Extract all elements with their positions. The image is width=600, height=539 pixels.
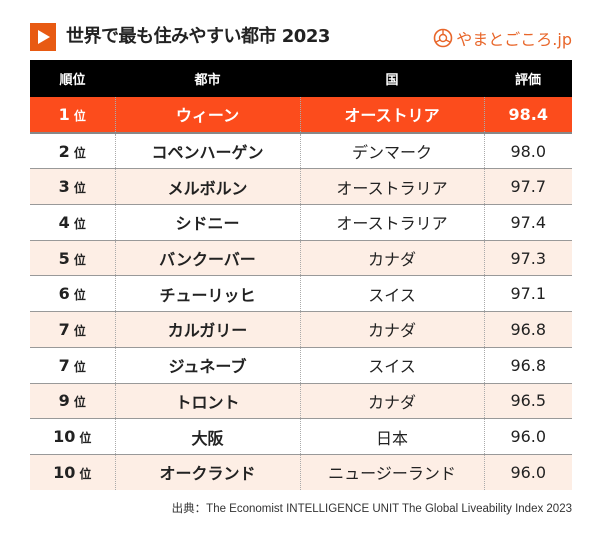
rank-unit: 位 xyxy=(73,181,86,196)
city-cell: バンクーバー xyxy=(114,240,300,277)
score-cell: 97.7 xyxy=(483,168,572,206)
country-cell: オーストラリア xyxy=(299,168,484,206)
table-header: 順位 都市 国 評価 xyxy=(30,60,572,97)
rank-unit: 位 xyxy=(73,108,86,123)
country-cell: カナダ xyxy=(299,311,484,348)
logo-text: やまとごころ.jp xyxy=(456,30,572,49)
rank-number: 10 xyxy=(53,462,76,482)
table-row: 10 位 オークランド ニュージーランド 96.0 xyxy=(30,454,572,490)
play-triangle-icon xyxy=(30,23,56,51)
rank-cell: 10 位 xyxy=(30,454,115,490)
column-header: 評価 xyxy=(484,60,572,97)
logo-icon xyxy=(433,28,453,48)
city-cell: トロント xyxy=(114,383,300,420)
rank-unit: 位 xyxy=(79,431,92,446)
rank-unit: 位 xyxy=(73,323,86,338)
page-title: 世界で最も住みやすい都市 2023 xyxy=(66,26,330,47)
rank-unit: 位 xyxy=(73,216,86,231)
country-cell: ニュージーランド xyxy=(299,454,484,490)
city-cell: 大阪 xyxy=(114,418,300,455)
rank-unit: 位 xyxy=(73,252,86,267)
rank-number: 7 xyxy=(58,355,70,375)
rank-number: 1 xyxy=(58,104,70,124)
score-cell: 97.4 xyxy=(483,204,572,241)
city-cell: メルボルン xyxy=(114,168,300,206)
score-cell: 97.1 xyxy=(483,275,572,313)
score-cell: 96.5 xyxy=(483,383,572,420)
rank-unit: 位 xyxy=(73,395,86,410)
score-cell: 96.0 xyxy=(483,418,572,455)
column-header: 国 xyxy=(300,60,484,97)
column-header: 順位 xyxy=(30,60,115,97)
rank-number: 2 xyxy=(58,141,70,161)
rank-unit: 位 xyxy=(79,466,92,481)
city-cell: コペンハーゲン xyxy=(114,132,300,170)
country-cell: カナダ xyxy=(299,383,484,420)
score-cell: 96.8 xyxy=(483,311,572,348)
country-cell: カナダ xyxy=(299,240,484,277)
score-cell: 96.0 xyxy=(483,454,572,490)
logo: やまとごころ.jp xyxy=(433,26,572,50)
city-cell: チューリッヒ xyxy=(114,275,300,313)
city-cell: オークランド xyxy=(114,454,300,490)
rank-number: 9 xyxy=(58,391,70,411)
country-cell: スイス xyxy=(299,275,484,313)
rank-cell: 10 位 xyxy=(30,418,115,455)
rank-number: 7 xyxy=(58,319,70,339)
rank-unit: 位 xyxy=(73,145,86,160)
column-header: 都市 xyxy=(115,60,300,97)
city-cell: シドニー xyxy=(114,204,300,241)
country-cell: 日本 xyxy=(299,418,484,455)
rank-unit: 位 xyxy=(73,359,86,374)
city-cell: ジュネーブ xyxy=(114,347,300,384)
score-cell: 97.3 xyxy=(483,240,572,277)
city-cell: カルガリー xyxy=(114,311,300,348)
country-cell: オーストリア xyxy=(299,97,484,134)
country-cell: オーストラリア xyxy=(299,204,484,241)
rank-number: 3 xyxy=(58,177,70,197)
rank-number: 6 xyxy=(58,284,70,304)
score-cell: 98.0 xyxy=(483,132,572,170)
table-row: 10 位 大阪 日本 96.0 xyxy=(30,418,572,455)
country-cell: スイス xyxy=(299,347,484,384)
city-cell: ウィーン xyxy=(114,97,300,134)
source-note: 出典：The Economist INTELLIGENCE UNIT The G… xyxy=(171,503,572,515)
score-cell: 96.8 xyxy=(483,347,572,384)
rank-number: 5 xyxy=(58,248,70,268)
rank-unit: 位 xyxy=(73,288,86,303)
rank-number: 10 xyxy=(53,427,76,447)
score-cell: 98.4 xyxy=(483,97,572,134)
rank-number: 4 xyxy=(58,212,70,232)
country-cell: デンマーク xyxy=(299,132,484,170)
